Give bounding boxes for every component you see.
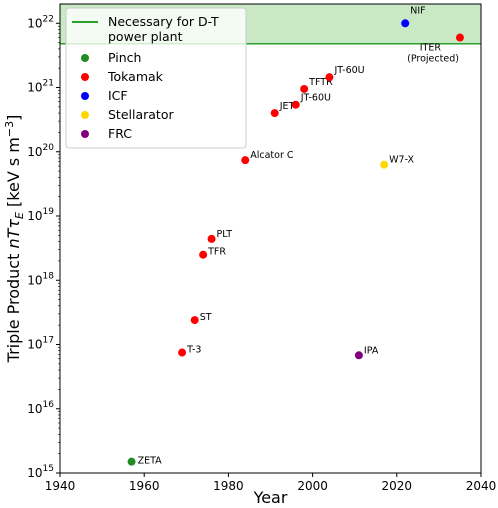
data-point	[127, 457, 136, 466]
data-point	[325, 73, 334, 82]
y-tick-label: 1020	[27, 143, 54, 159]
data-point	[270, 109, 279, 118]
legend-label: Tokamak	[107, 69, 164, 84]
y-tick-label: 1018	[27, 271, 54, 287]
point-label: ITER (Projected)	[407, 43, 459, 65]
legend-label: Pinch	[108, 50, 141, 65]
legend-label-threshold: Necessary for D-T	[108, 14, 219, 29]
legend-marker	[81, 111, 89, 119]
legend-label: ICF	[108, 88, 128, 103]
point-label: Alcator C	[250, 150, 294, 161]
point-label: ZETA	[138, 456, 163, 467]
data-point	[354, 351, 363, 360]
legend-marker	[81, 92, 89, 100]
x-tick-label: 2000	[297, 479, 328, 493]
y-axis-title-var: nT	[4, 227, 23, 248]
point-label: W7-X	[389, 155, 414, 166]
point-label: IPA	[364, 345, 379, 356]
data-point	[190, 316, 199, 325]
x-tick-label: 2020	[382, 479, 413, 493]
y-axis-title-units-open: [keV s m	[4, 137, 23, 212]
point-label: ST	[200, 312, 212, 323]
x-tick-label: 1960	[129, 479, 160, 493]
y-axis-title: Triple Product nTτE [keV s m−3]	[3, 115, 26, 364]
data-point	[178, 348, 187, 357]
point-label: JET	[279, 101, 295, 112]
legend-marker	[81, 73, 89, 81]
x-tick-label: 2040	[466, 479, 497, 493]
y-axis-title-sub: E	[13, 212, 26, 219]
point-label: JT-60U	[300, 93, 331, 104]
y-tick-label: 1017	[27, 336, 54, 352]
plot-frame	[59, 3, 482, 474]
data-point	[300, 84, 309, 93]
y-axis-title-units-exp: −3	[3, 121, 16, 137]
data-point	[199, 250, 208, 259]
point-label: TFR	[207, 247, 226, 258]
legend-marker	[81, 54, 89, 62]
y-tick-label: 1022	[27, 14, 54, 30]
point-label: PLT	[217, 229, 233, 240]
y-tick-label: 1021	[27, 79, 54, 95]
y-tick-label: 1015	[27, 464, 54, 480]
y-tick-label: 1019	[27, 207, 54, 223]
legend: Necessary for D-T power plant Pinch Tokama…	[65, 7, 247, 149]
legend-label: Stellarator	[108, 107, 174, 122]
y-axis-title-tau: τ	[4, 219, 23, 229]
legend-box	[65, 7, 247, 149]
legend-marker	[81, 130, 89, 138]
point-label: JT-60U	[333, 65, 364, 76]
data-point	[380, 160, 389, 169]
x-tick-label: 1980	[213, 479, 244, 493]
legend-label: FRC	[108, 126, 132, 141]
point-label: NIF	[410, 5, 425, 16]
data-point	[291, 100, 300, 109]
x-axis-title: Year	[253, 488, 288, 507]
y-axis-title-prefix: Triple Product	[4, 249, 23, 364]
data-point	[241, 156, 250, 165]
data-point	[455, 33, 464, 42]
point-label: TFTR	[308, 77, 333, 88]
data-point	[401, 19, 410, 28]
data-point	[207, 234, 216, 243]
legend-label-threshold-line2: power plant	[108, 29, 183, 44]
point-label: T-3	[186, 345, 201, 356]
y-axis-title-units-close: ]	[4, 115, 23, 121]
y-tick-label: 1016	[27, 400, 54, 416]
x-tick-label: 1940	[45, 479, 76, 493]
